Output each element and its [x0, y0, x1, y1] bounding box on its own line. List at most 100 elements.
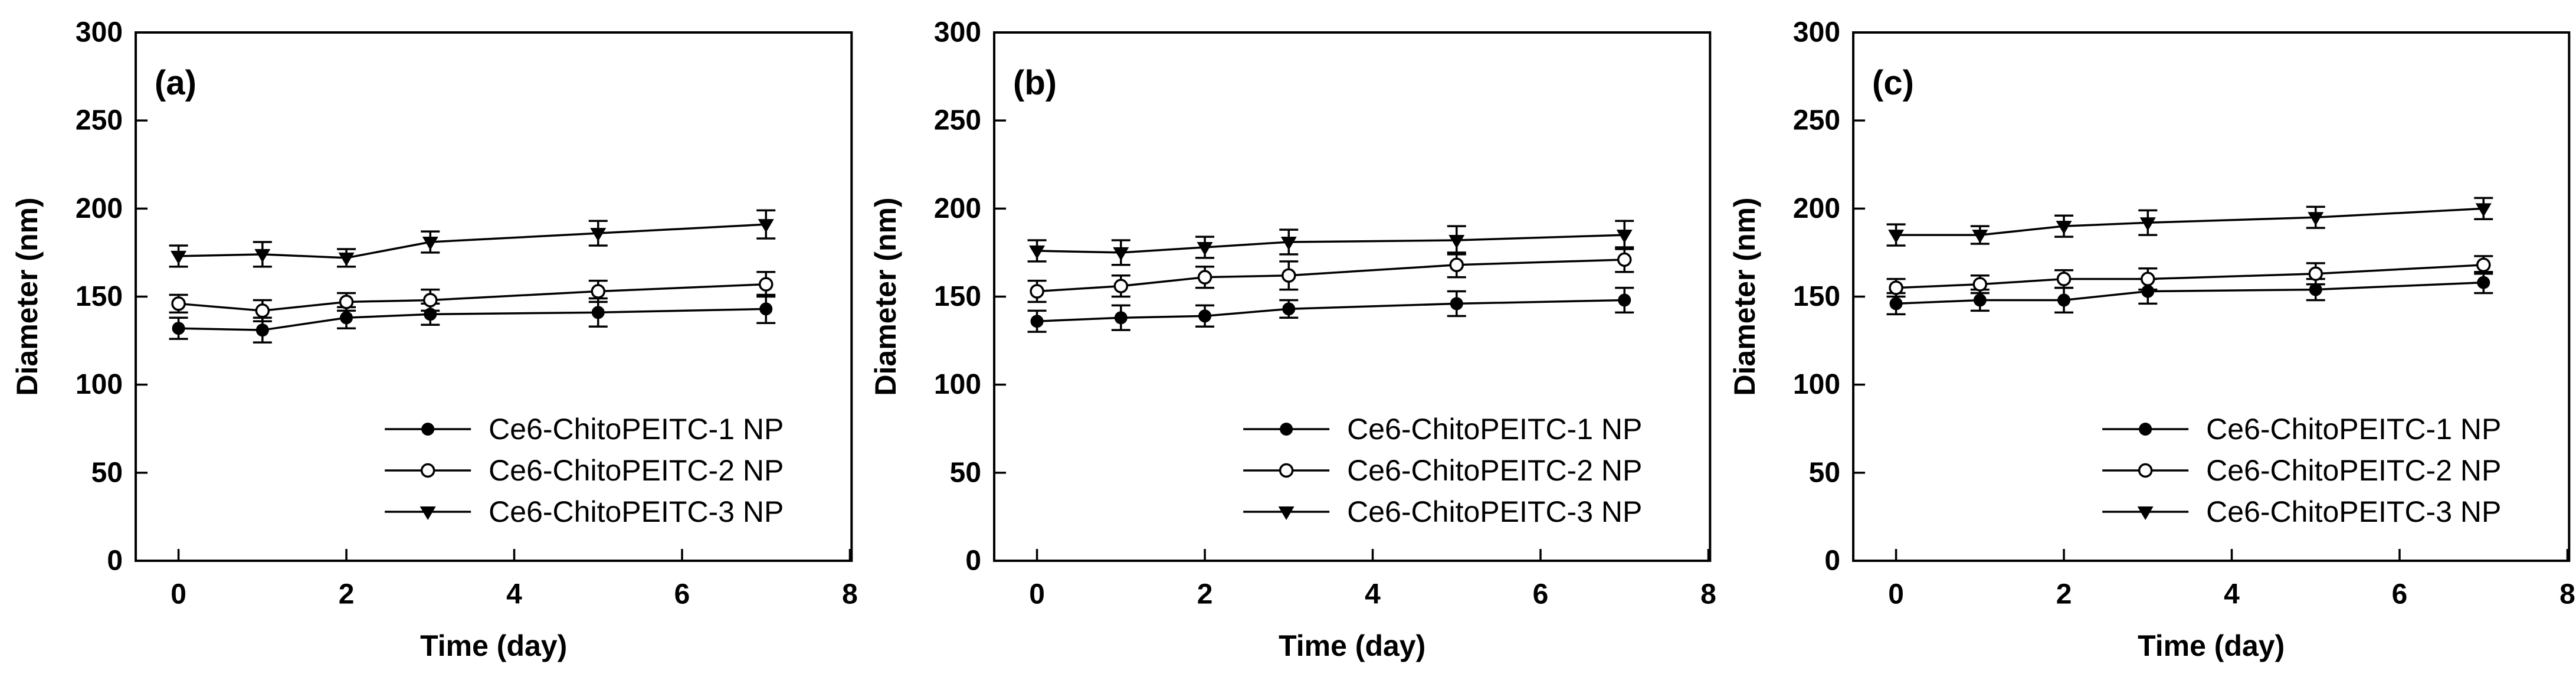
x-axis-title: Time (day) — [1279, 629, 1425, 662]
y-tick-label: 150 — [934, 281, 981, 312]
data-point-marker — [1450, 297, 1464, 310]
data-point-marker — [1971, 230, 1988, 244]
legend-entry: Ce6-ChitoPEITC-1 NP — [1243, 413, 1643, 446]
series-2 — [1027, 246, 1634, 303]
legend-label: Ce6-ChitoPEITC-3 NP — [489, 495, 784, 528]
legend-label: Ce6-ChitoPEITC-1 NP — [489, 413, 784, 446]
y-axis-title: Diameter (nm) — [1728, 197, 1761, 395]
chart-panel-a: 0 50 100 150 200 250 300 0 2 4 6 8 Diameter (nm) Time… — [0, 0, 859, 680]
data-point-marker — [1449, 257, 1464, 273]
x-axis-title: Time (day) — [2138, 629, 2285, 662]
legend-label: Ce6-ChitoPEITC-1 NP — [2206, 413, 2501, 446]
panel-background — [1717, 0, 2576, 680]
legend-label: Ce6-ChitoPEITC-3 NP — [2206, 495, 2501, 528]
panel-background — [0, 0, 859, 680]
chart-panel-b: 0 50 100 150 200 250 300 0 2 4 6 8 Diameter (nm) Time… — [858, 0, 1718, 680]
data-point-marker — [2056, 272, 2071, 286]
data-point-marker — [423, 293, 438, 308]
y-tick-label: 50 — [950, 457, 981, 488]
x-tick-label: 0 — [1030, 579, 1046, 610]
data-point-marker — [1030, 284, 1045, 299]
x-tick-label: 4 — [1365, 579, 1381, 610]
series-3 — [1027, 220, 1634, 266]
data-point-marker — [2476, 276, 2490, 289]
data-point-marker — [255, 323, 269, 337]
data-point-marker — [1617, 252, 1632, 267]
legend-entry: Ce6-ChitoPEITC-3 NP — [385, 495, 784, 528]
series-line — [1037, 299, 1625, 323]
legend-marker — [2138, 423, 2152, 436]
legend-marker — [2137, 506, 2154, 520]
series-2 — [1886, 255, 2493, 298]
data-point-marker — [1113, 247, 1129, 261]
data-point-marker — [2308, 266, 2323, 281]
panel-label: (c) — [1872, 64, 1914, 102]
legend-entry: Ce6-ChitoPEITC-3 NP — [1243, 495, 1643, 528]
series-1 — [1027, 286, 1634, 333]
legend-marker — [419, 506, 436, 520]
legend-entry: Ce6-ChitoPEITC-1 NP — [385, 413, 784, 446]
data-point-marker — [338, 252, 355, 266]
series-line — [1896, 207, 2483, 236]
x-tick-label: 8 — [842, 579, 858, 610]
legend: Ce6-ChitoPEITC-1 NP Ce6-ChitoPEITC-2 NP Ce… — [1243, 413, 1643, 528]
data-point-marker — [2139, 217, 2156, 231]
data-point-marker — [2307, 212, 2323, 226]
y-tick-label: 200 — [934, 193, 981, 224]
data-point-marker — [255, 303, 270, 318]
y-tick-label: 300 — [934, 17, 981, 48]
y-axis-title: Diameter (nm) — [869, 197, 902, 395]
y-axis-title: Diameter (nm) — [11, 197, 44, 395]
data-point-marker — [591, 284, 606, 299]
y-tick-label: 300 — [76, 17, 123, 48]
data-point-marker — [591, 306, 605, 319]
y-tick-label: 250 — [76, 105, 123, 136]
y-tick-label: 150 — [76, 281, 123, 312]
plot-frame — [1851, 31, 2570, 562]
data-point-marker — [1030, 315, 1044, 328]
data-point-marker — [1888, 280, 1903, 295]
data-point-marker — [2141, 285, 2154, 298]
data-point-marker — [1198, 270, 1212, 285]
legend-entry: Ce6-ChitoPEITC-2 NP — [2102, 454, 2501, 487]
series-line — [178, 308, 766, 331]
data-point-marker — [590, 228, 607, 242]
data-point-marker — [1029, 245, 1046, 259]
data-point-marker — [2475, 203, 2492, 217]
legend-entry: Ce6-ChitoPEITC-2 NP — [385, 454, 784, 487]
series-line — [1037, 234, 1625, 254]
data-point-marker — [1448, 235, 1465, 249]
legend-label: Ce6-ChitoPEITC-1 NP — [1348, 413, 1643, 446]
series-line — [1896, 281, 2483, 305]
data-point-marker — [1282, 268, 1296, 283]
series-2 — [169, 270, 776, 323]
data-point-marker — [1972, 277, 1987, 292]
data-point-marker — [1973, 293, 1987, 307]
series-line — [1037, 259, 1625, 293]
chart-svg-a: 0 50 100 150 200 250 300 0 2 4 6 8 Diameter (nm) Time… — [0, 0, 859, 680]
data-point-marker — [758, 219, 774, 233]
x-tick-label: 4 — [2224, 579, 2240, 610]
legend-label: Ce6-ChitoPEITC-2 NP — [2206, 454, 2501, 487]
x-tick-label: 4 — [506, 579, 522, 610]
legend-marker — [2138, 463, 2153, 478]
data-point-marker — [2056, 221, 2072, 235]
chart-svg-b: 0 50 100 150 200 250 300 0 2 4 6 8 Diameter (nm) Time… — [858, 0, 1718, 680]
data-point-marker — [1282, 302, 1296, 316]
data-point-marker — [1115, 311, 1128, 325]
y-tick-label: 50 — [1808, 457, 1840, 488]
panel-background — [858, 0, 1718, 680]
series-3 — [1886, 197, 2493, 247]
y-tick-label: 0 — [1824, 545, 1840, 577]
y-tick-label: 100 — [1793, 369, 1840, 400]
data-point-marker — [1113, 279, 1129, 293]
x-tick-label: 6 — [2391, 579, 2407, 610]
legend-entry: Ce6-ChitoPEITC-1 NP — [2102, 413, 2501, 446]
data-point-marker — [1281, 237, 1297, 251]
legend: Ce6-ChitoPEITC-1 NP Ce6-ChitoPEITC-2 NP Ce… — [385, 413, 784, 528]
series-line — [178, 283, 766, 312]
y-tick-label: 0 — [107, 545, 123, 577]
data-point-marker — [2309, 283, 2322, 296]
y-tick-label: 250 — [1793, 105, 1840, 136]
data-point-marker — [171, 296, 186, 311]
